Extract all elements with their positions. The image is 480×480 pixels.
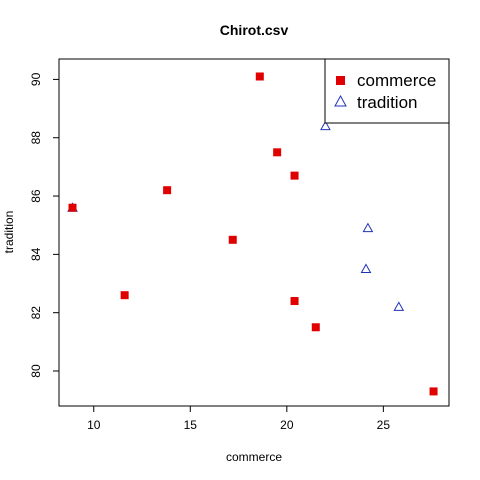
y-axis: 80 82 84 86 88 90 — [29, 72, 59, 378]
commerce-point — [120, 291, 129, 300]
commerce-point — [228, 235, 237, 244]
legend-label-tradition: tradition — [357, 93, 417, 112]
commerce-point — [255, 72, 264, 81]
commerce-point — [290, 171, 299, 180]
legend: commerce tradition — [324, 58, 450, 124]
chart-title: Chirot.csv — [220, 22, 289, 38]
data-points — [67, 72, 438, 396]
commerce-point — [311, 323, 320, 332]
y-tick-label: 82 — [29, 306, 43, 320]
commerce-point — [429, 387, 438, 396]
commerce-point — [163, 186, 172, 195]
tradition-point — [362, 222, 374, 233]
commerce-point — [273, 148, 282, 157]
tradition-point — [320, 120, 331, 131]
y-axis-label: tradition — [2, 211, 16, 254]
plot-frame — [58, 58, 450, 407]
legend-square-marker — [336, 76, 345, 85]
tradition-point — [360, 263, 372, 273]
x-axis: 10 15 20 25 — [87, 406, 390, 432]
x-tick-label: 20 — [280, 418, 294, 432]
x-tick-label: 25 — [377, 418, 391, 432]
x-axis-label: commerce — [226, 450, 282, 464]
x-tick-label: 15 — [184, 418, 198, 432]
legend-triangle-marker — [334, 94, 347, 107]
legend-box — [324, 58, 450, 124]
tradition-point — [393, 301, 405, 311]
commerce-point — [290, 297, 299, 306]
legend-label-commerce: commerce — [357, 71, 436, 90]
y-tick-label: 86 — [29, 189, 43, 203]
y-tick-label: 84 — [29, 247, 43, 261]
y-tick-label: 90 — [29, 72, 43, 86]
y-tick-label: 88 — [29, 131, 43, 145]
x-tick-label: 10 — [87, 418, 101, 432]
y-tick-label: 80 — [29, 364, 43, 378]
commerce-point — [68, 203, 77, 212]
